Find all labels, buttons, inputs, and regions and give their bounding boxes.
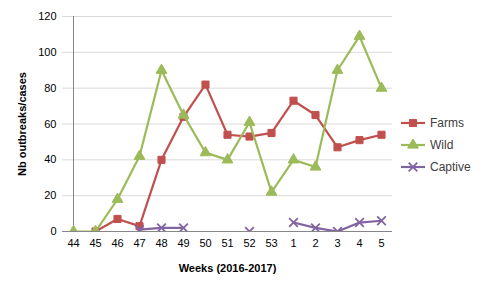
svg-text:48: 48 <box>155 237 167 249</box>
svg-text:52: 52 <box>243 237 255 249</box>
svg-text:20: 20 <box>44 189 56 201</box>
svg-text:60: 60 <box>44 118 56 130</box>
svg-text:50: 50 <box>199 237 211 249</box>
svg-text:46: 46 <box>111 237 123 249</box>
svg-text:44: 44 <box>67 237 79 249</box>
svg-text:0: 0 <box>50 225 56 237</box>
svg-text:Nb outbreaks/cases: Nb outbreaks/cases <box>16 72 28 176</box>
html-text:Farms: Farms <box>430 115 464 130</box>
svg-text:49: 49 <box>177 237 189 249</box>
svg-text:100: 100 <box>38 46 56 58</box>
svg-text:3: 3 <box>334 237 340 249</box>
svg-text:Weeks (2016-2017): Weeks (2016-2017) <box>179 262 277 274</box>
svg-text:47: 47 <box>133 237 145 249</box>
svg-text:1: 1 <box>290 237 296 249</box>
html-text:Wild: Wild <box>430 137 454 152</box>
html-text:Captive: Captive <box>430 159 471 174</box>
svg-text:40: 40 <box>44 153 56 165</box>
svg-text:51: 51 <box>221 237 233 249</box>
svg-text:80: 80 <box>44 82 56 94</box>
svg-text:2: 2 <box>312 237 318 249</box>
svg-text:4: 4 <box>356 237 362 249</box>
svg-text:45: 45 <box>89 237 101 249</box>
svg-text:5: 5 <box>378 237 384 249</box>
svg-text:120: 120 <box>38 10 56 22</box>
svg-text:53: 53 <box>265 237 277 249</box>
